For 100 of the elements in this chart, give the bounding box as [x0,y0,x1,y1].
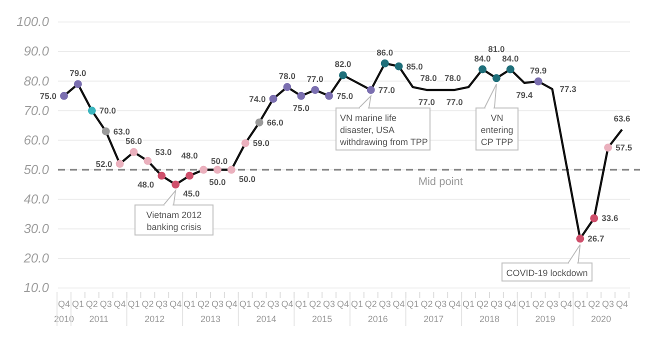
data-label: 77.0 [378,84,396,95]
data-label: 50.0 [238,174,256,184]
point [506,65,514,74]
data-label: 50.0 [209,176,226,187]
data-label: 66.0 [266,117,284,128]
x-tick-label: Q2 [532,299,544,310]
x-tick-label: Q3 [323,299,336,310]
point [241,139,250,148]
data-label: 81.0 [488,44,505,54]
data-label: 77.0 [418,96,436,107]
point [213,166,222,174]
x-tick-label: Q4 [58,299,70,310]
point [130,148,138,156]
text: 2017 [424,314,444,324]
point [576,234,584,243]
y-tick-label: 50.0 [24,162,50,177]
data-label: 75.0 [336,90,354,101]
point [394,62,403,70]
x-tick-label: Q1 [574,299,586,310]
y-tick-label: 70.0 [24,102,50,118]
ref-line-label: Mid point [418,176,463,188]
data-label: 79.0 [70,68,86,78]
data-label: 56.0 [125,136,142,146]
x-tick-label: Q2 [588,299,600,310]
text: 2015 [312,314,332,324]
data-label: 45.0 [183,188,200,199]
data-label: 48.0 [181,150,198,161]
y-tick-label: 20.0 [22,250,50,266]
y-tick-label: 60.0 [24,132,50,148]
point [269,94,278,103]
x-tick-label: Q1 [462,299,475,310]
data-label: 53.0 [155,146,172,157]
text: 2016 [368,314,388,324]
point [283,83,292,92]
data-label: 52.0 [96,158,113,169]
point [200,166,208,174]
y-tick-label: 100.0 [16,14,50,30]
x-tick-label: Q1 [518,299,530,310]
point [339,71,347,80]
point [478,65,486,74]
data-label: 86.0 [376,47,394,58]
x-tick-label: Q3 [267,299,280,310]
x-tick-label: Q4 [281,299,294,310]
x-tick-label: Q4 [504,299,516,310]
data-label: 79.4 [516,90,533,100]
x-tick-label: Q3 [100,299,112,310]
data-label: 75.0 [40,90,57,101]
data-label: 26.7 [588,234,604,244]
text: 2019 [535,314,556,324]
point [492,74,500,82]
text: 2013 [200,314,220,324]
point [534,77,542,86]
point [60,92,68,100]
annotation: VN marine life disaster, USA withdrawing from TPP [339,113,428,147]
x-tick-label: Q1 [128,299,140,310]
point [297,92,306,100]
point [88,106,96,115]
x-tick-label: Q3 [211,299,224,310]
text: 2014 [256,314,276,324]
point [116,160,124,168]
point [590,214,598,222]
point [172,180,180,189]
data-label: 63.0 [113,126,130,136]
x-tick-label: Q4 [448,299,461,310]
x-tick-label: Q3 [434,299,447,310]
x-tick-label: Q3 [546,299,558,310]
y-tick-label: 80.0 [24,73,50,88]
y-tick-label: 90.0 [24,44,50,59]
point [604,144,612,152]
x-tick-label: Q2 [86,299,98,310]
y-tick-label: 30.0 [24,221,50,236]
x-tick-label: Q1 [72,299,84,310]
data-label: 59.0 [252,138,270,148]
x-tick-label: Q4 [336,299,350,310]
x-tick-label: Q2 [253,299,266,310]
x-tick-label: Q2 [420,299,433,310]
x-tick-label: Q3 [490,299,502,310]
y-tick-label: 40.0 [24,191,50,206]
x-tick-label: Q1 [184,299,196,310]
point [158,172,166,180]
data-label: 63.6 [614,114,631,124]
x-tick-label: Q2 [309,299,322,310]
text: 2011 [89,314,109,324]
x-tick-label: Q4 [170,299,182,310]
x-tick-label: Q3 [156,299,168,310]
data-label: 78.0 [444,73,462,84]
data-label: 78.0 [278,71,296,82]
x-tick-label: Q1 [406,299,419,310]
x-tick-label: Q4 [560,299,572,310]
x-tick-label: Q1 [239,299,252,310]
point [186,172,194,180]
data-label: 50.0 [211,156,228,166]
data-label: 57.5 [616,142,632,153]
x-tick-label: Q4 [225,299,238,310]
x-tick-label: Q3 [602,299,614,310]
data-label: 75.0 [292,102,310,113]
point [366,86,375,94]
text: 2018 [479,314,500,324]
x-tick-label: Q2 [364,299,377,310]
data-label: 79.9 [530,65,547,76]
